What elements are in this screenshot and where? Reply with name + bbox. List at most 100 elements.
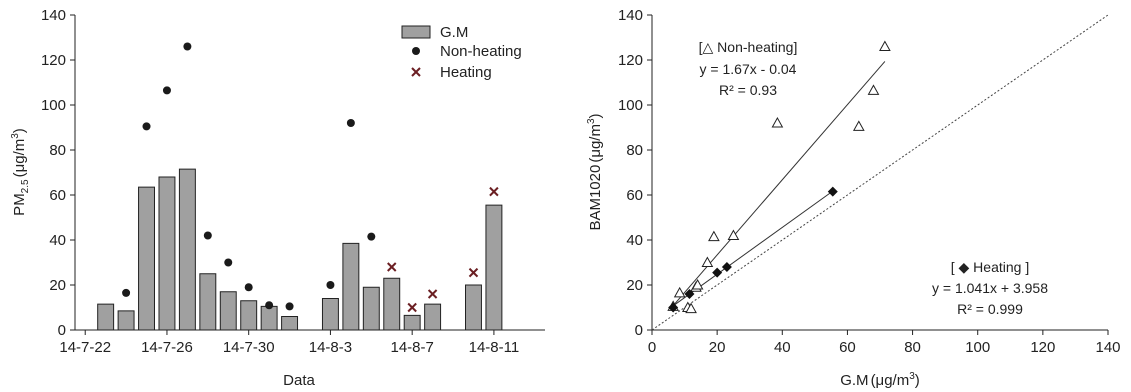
bar-gm <box>403 314 421 331</box>
left-legend: G.M Non-heating Heating <box>401 24 522 81</box>
point-heating-stroke <box>387 262 397 272</box>
bar-gm <box>465 284 482 331</box>
right-x-tick-label: 0 <box>648 339 656 356</box>
bar-gm <box>97 303 115 331</box>
right-axis-ticks: 0 20 40 60 80 100 120 140 0 20 40 60 80 100 120 140 <box>618 7 1121 356</box>
right-y-tick-label: 100 <box>618 97 643 114</box>
right-y-tick-label: 0 <box>635 322 643 339</box>
right-x-tick-label: 60 <box>839 339 856 356</box>
bar-gm <box>199 273 217 331</box>
point-heating-stroke <box>407 302 417 313</box>
legend-swatch-gm <box>401 25 431 39</box>
left-x-tick-label: 14-8-7 <box>390 339 433 356</box>
point-non-heating <box>122 288 131 297</box>
point-heating <box>468 267 479 278</box>
legend-label-non-heating: Non-heating <box>440 43 522 60</box>
point-non-heating <box>244 283 253 292</box>
point-heating <box>712 267 723 278</box>
right-x-tick-label: 80 <box>904 339 921 356</box>
right-x-axis-label: G.M (μg/m3) <box>840 371 920 389</box>
point-heating <box>407 302 417 313</box>
point-non-heating <box>727 229 740 240</box>
left-x-tick-label: 14-7-26 <box>141 339 193 356</box>
bar-gm <box>383 277 401 331</box>
point-non-heating <box>346 119 355 127</box>
left-bar-chart: 0 20 40 60 80 100 120 140 14-7-22 14-7-26 14-7-30… <box>10 7 545 389</box>
point-heating <box>684 289 695 299</box>
left-x-tick-label: 14-8-3 <box>309 339 352 356</box>
point-non-heating <box>162 86 171 95</box>
bar-gm <box>342 242 360 331</box>
legend-label-gm: G.M <box>440 24 468 41</box>
point-heating-stroke <box>489 186 499 197</box>
point-heating-stroke <box>468 267 479 278</box>
bar-gm <box>260 305 278 331</box>
left-y-tick-label: 80 <box>49 142 66 159</box>
point-non-heating <box>708 230 720 242</box>
left-y-tick-label: 120 <box>41 52 66 69</box>
bar-gm <box>240 300 258 331</box>
right-y-tick-label: 20 <box>626 277 643 294</box>
right-y-tick-label: 80 <box>626 142 643 159</box>
point-non-heating <box>203 231 212 240</box>
point-non-heating <box>867 84 880 95</box>
right-x-tick-label: 120 <box>1030 339 1055 356</box>
left-y-tick-label: 40 <box>49 232 66 249</box>
bar-gm <box>424 303 442 331</box>
point-heating <box>668 302 679 313</box>
point-non-heating <box>224 258 233 267</box>
left-x-tick-label: 14-8-11 <box>469 339 520 356</box>
point-non-heating <box>685 302 697 314</box>
point-heating <box>827 186 838 197</box>
right-x-tick-label: 20 <box>709 339 726 356</box>
point-non-heating <box>326 281 335 289</box>
left-y-tick-label: 100 <box>41 97 66 114</box>
annotation-heating-r2: R² = 0.999 <box>957 301 1023 317</box>
point-non-heating <box>285 302 294 311</box>
right-y-axis-label: BAM1020(μg/m3) <box>586 113 604 230</box>
point-non-heating <box>142 122 151 131</box>
bar-gm <box>158 176 176 331</box>
point-non-heating <box>879 40 891 51</box>
right-scatter-chart: 0 20 40 60 80 100 120 140 0 20 40 60 80 100 120 140 G.M… <box>586 7 1121 389</box>
bar-gm <box>362 286 380 331</box>
annotation-non-heating-equation: y = 1.67x - 0.04 <box>700 61 797 77</box>
one-to-one-line <box>651 14 1109 331</box>
bar-gm <box>138 186 155 331</box>
left-x-ticks: 14-7-22 14-7-26 14-7-30 14-8-3 14-8-7 14-8-11 <box>59 330 519 356</box>
left-y-tick-label: 60 <box>49 187 66 204</box>
bar-gm <box>485 204 503 331</box>
right-x-tick-label: 40 <box>774 339 791 356</box>
bar-gm <box>117 310 135 331</box>
bar-gm <box>219 291 237 331</box>
legend-marker-heating <box>411 67 421 77</box>
left-y-axis-label: PM2.5(μg/m3) <box>10 128 31 216</box>
bar-gm <box>281 316 299 331</box>
annotation-non-heating: [△ Non-heating] y = 1.67x - 0.04 R² = 0.… <box>699 39 798 98</box>
left-y-tick-label: 140 <box>41 7 66 24</box>
point-non-heating <box>673 286 686 298</box>
left-y-tick-label: 20 <box>49 277 66 294</box>
right-y-tick-label: 120 <box>618 52 643 69</box>
right-x-tick-label: 100 <box>965 339 990 356</box>
left-y-ticks: 0 20 40 60 80 100 120 140 <box>41 7 75 339</box>
left-x-tick-label: 14-7-30 <box>223 339 275 356</box>
right-y-tick-label: 40 <box>626 232 643 249</box>
annotation-non-heating-title: [△ Non-heating] <box>699 39 798 55</box>
point-non-heating <box>367 232 376 241</box>
legend-label-heating: Heating <box>440 64 492 81</box>
annotation-non-heating-r2: R² = 0.93 <box>719 82 777 98</box>
left-x-tick-label: 14-7-22 <box>59 339 111 356</box>
point-non-heating <box>852 120 865 131</box>
right-y-tick-label: 140 <box>618 7 643 24</box>
right-y-tick-label: 60 <box>626 187 643 204</box>
left-x-axis-label: Data <box>283 372 315 389</box>
right-points <box>667 40 891 314</box>
annotation-heating: [ ◆ Heating ] y = 1.041x + 3.958 R² = 0.… <box>932 259 1048 317</box>
annotation-heating-equation: y = 1.041x + 3.958 <box>932 280 1048 296</box>
point-heating <box>489 186 499 197</box>
bar-gm <box>321 298 339 331</box>
left-y-tick-label: 0 <box>58 322 66 339</box>
bar-gm <box>178 168 196 331</box>
point-non-heating <box>265 301 274 310</box>
